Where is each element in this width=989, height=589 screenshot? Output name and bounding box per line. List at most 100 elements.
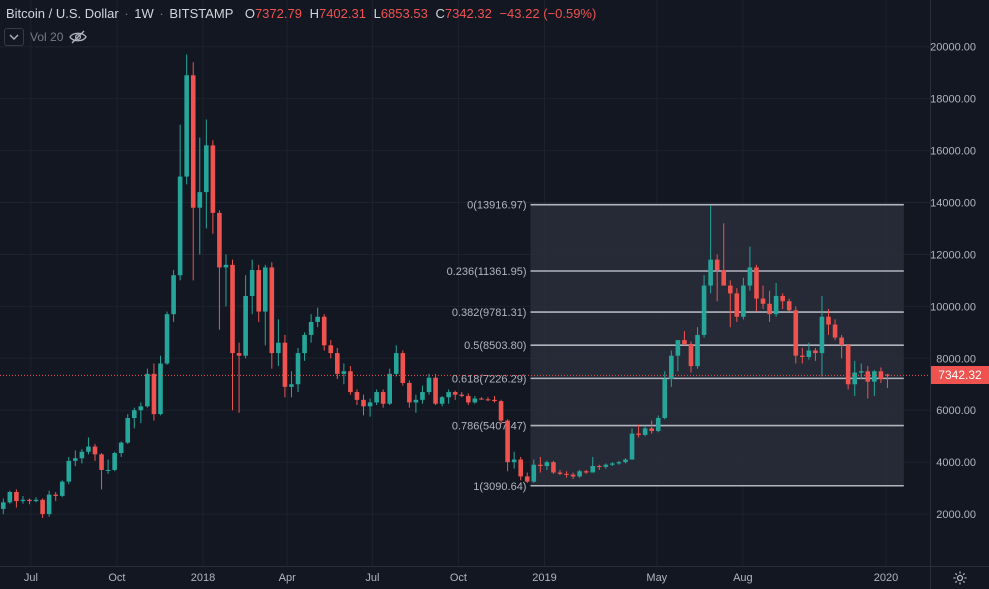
candle-body <box>754 267 759 299</box>
candle-body <box>629 433 635 460</box>
candle-body <box>236 353 242 356</box>
candle-body <box>655 418 661 431</box>
candle-body <box>367 402 373 407</box>
candle-body <box>249 270 255 296</box>
fibonacci-level-label: 0.382(9781.31) <box>452 307 527 319</box>
candle-body <box>223 264 229 268</box>
candle-body <box>858 371 864 373</box>
candle-body <box>73 458 78 461</box>
candle-body <box>623 459 628 463</box>
high-value: 7402.31 <box>318 6 366 21</box>
candle-body <box>210 145 216 213</box>
candle-body <box>348 371 353 393</box>
eye-off-icon[interactable] <box>69 30 88 44</box>
candle-body <box>636 433 641 435</box>
candle-body <box>793 310 799 356</box>
candle-body <box>505 420 510 463</box>
chevron-down-icon[interactable] <box>4 28 24 46</box>
price-axis: 2000.00 4000.00 6000.00 8000.00 10000.00 1200… <box>930 42 976 521</box>
fibonacci-level-label: 0.618(7226.29) <box>452 373 527 385</box>
close-label: C <box>435 6 445 21</box>
candle-body <box>184 75 189 177</box>
candle-body <box>819 316 825 354</box>
candle-body <box>452 392 458 395</box>
candle-body <box>721 270 727 286</box>
change-value: −43.22 (−0.59%) <box>499 6 597 21</box>
candle-body <box>800 355 805 357</box>
candle-body <box>439 397 445 404</box>
candle-body <box>308 321 314 335</box>
time-tick-label: Oct <box>450 572 467 584</box>
candle-body <box>492 399 497 402</box>
candle-body <box>747 267 753 286</box>
candle-body <box>256 270 262 312</box>
candle-body <box>204 145 209 193</box>
time-tick-label: 2020 <box>874 572 898 584</box>
candle-body <box>79 451 85 459</box>
candle-body <box>498 401 504 421</box>
candle-body <box>20 499 26 502</box>
candle-body <box>590 466 596 473</box>
candle-body <box>551 462 556 473</box>
candle-body <box>695 334 700 367</box>
current-price-label: 7342.32 <box>931 366 989 385</box>
candle-body <box>688 344 694 367</box>
fibonacci-level-label: 0.5(8503.80) <box>464 340 526 352</box>
candle-body <box>413 399 419 403</box>
candle-body <box>682 340 687 345</box>
candle-body <box>230 264 235 354</box>
candle-body <box>328 345 334 354</box>
candle-body <box>878 371 884 380</box>
candle-body <box>105 469 111 471</box>
price-tick-label: 8000.00 <box>936 353 976 365</box>
candle-body <box>872 371 877 382</box>
legend-separator: · <box>124 6 129 21</box>
legend-separator: · <box>159 6 164 21</box>
time-tick-label: 2018 <box>191 572 215 584</box>
price-tick-label: 6000.00 <box>936 405 976 417</box>
candle-body <box>131 410 137 419</box>
candle-body <box>760 298 766 304</box>
candle-body <box>714 259 720 271</box>
candle-body <box>583 471 589 473</box>
gear-icon[interactable] <box>930 566 989 589</box>
candle-body <box>806 350 812 357</box>
high-label: H <box>309 6 319 21</box>
candle-body <box>845 345 851 385</box>
candle-body <box>852 372 858 385</box>
candle-body <box>531 464 537 482</box>
candle-body <box>741 285 746 317</box>
candle-body <box>400 353 406 383</box>
candle-body <box>118 442 124 454</box>
volume-indicator: Vol 20 <box>4 28 88 46</box>
candle-body <box>99 454 104 470</box>
candle-body <box>524 476 530 482</box>
price-tick-label: 14000.00 <box>930 198 976 210</box>
price-tick-label: 4000.00 <box>936 457 976 469</box>
open-value: 7372.79 <box>254 6 302 21</box>
candle-body <box>420 392 425 400</box>
candle-body <box>813 350 818 354</box>
fibonacci-level-label: 0(13916.97) <box>467 200 526 212</box>
interval-label[interactable]: 1W <box>134 6 154 21</box>
candle-body <box>269 267 275 354</box>
candle-body <box>662 379 668 419</box>
candle-body <box>197 192 203 208</box>
candle-body <box>53 494 58 496</box>
symbol-name[interactable]: Bitcoin / U.S. Dollar <box>6 6 119 21</box>
candle-body <box>380 392 386 404</box>
candle-body <box>518 459 523 477</box>
candle-body <box>472 398 478 403</box>
price-tick-label: 2000.00 <box>936 509 976 521</box>
candle-body <box>649 428 654 431</box>
candle-body <box>46 494 52 515</box>
candle-body <box>302 334 307 354</box>
candle-body <box>885 374 890 376</box>
candle-body <box>86 446 91 452</box>
candle-body <box>433 377 438 404</box>
candle-body <box>92 446 98 455</box>
price-tick-label: 20000.00 <box>930 42 976 54</box>
candle-body <box>171 275 176 315</box>
symbol-legend: Bitcoin / U.S. Dollar · 1W · BITSTAMP O7… <box>6 6 600 21</box>
